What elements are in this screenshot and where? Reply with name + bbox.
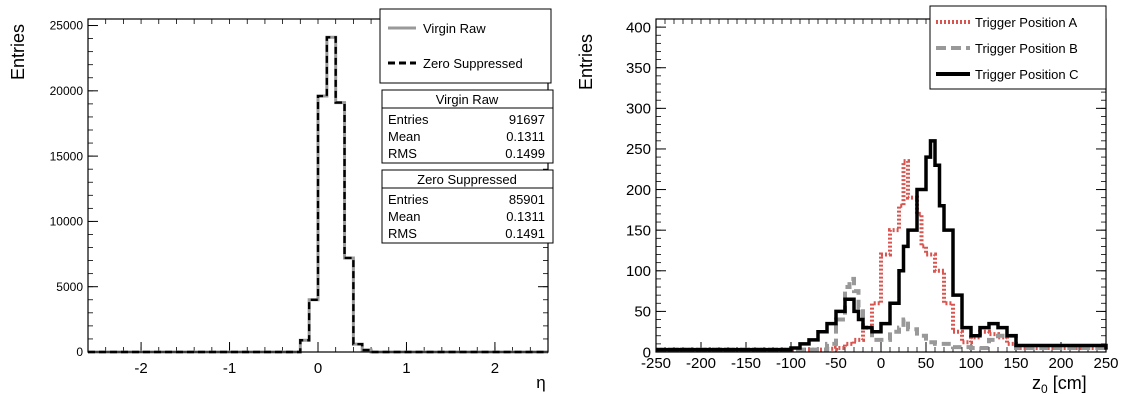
stats-row-label: RMS [388, 146, 417, 161]
y-tick-label: 5000 [56, 280, 83, 294]
stats-box-zero-suppressed-title: Zero Suppressed [417, 172, 517, 187]
z0-legend-label-trigger-a: Trigger Position A [975, 15, 1077, 30]
z0-legend-label-trigger-c: Trigger Position C [975, 67, 1079, 82]
x-tick-label: 200 [1048, 355, 1073, 372]
stats-row-value: 0.1499 [505, 146, 545, 161]
z0-x-axis-title-subscript: 0 [1041, 382, 1048, 394]
eta-y-axis-title: Entries [8, 24, 28, 80]
x-tick-label: 50 [918, 355, 935, 372]
y-tick-label: 250 [626, 141, 651, 158]
y-tick-label: 25000 [50, 19, 84, 33]
x-tick-label: 1 [402, 360, 410, 377]
z0-x-axis-title-unit: [cm] [1048, 373, 1087, 393]
stats-box-virgin-raw: Virgin Raw Entries 91697 Mean 0.1311 RMS… [381, 89, 554, 164]
stats-box-zero-suppressed: Zero Suppressed Entries 85901 Mean 0.131… [381, 169, 554, 244]
x-tick-label: 250 [1093, 355, 1118, 372]
x-tick-label: -2 [134, 360, 147, 377]
z0-plot-area [656, 139, 1108, 352]
z0-plot-frame [655, 18, 1107, 353]
z0-x-axis-title: z0 [cm] [1032, 373, 1087, 394]
stats-row-value: 0.1311 [506, 129, 545, 144]
z0-histogram-panel: Entries -250 -200 -150 -100 -50 0 50 100 150 200 2… [576, 5, 1119, 394]
stats-row-label: Entries [388, 112, 429, 127]
x-tick-label: 2 [491, 360, 499, 377]
x-tick-label: 0 [877, 355, 885, 372]
y-tick-label: 300 [626, 101, 651, 118]
x-tick-label: -200 [686, 355, 716, 372]
x-tick-label: -1 [223, 360, 236, 377]
y-tick-label: 0 [643, 344, 651, 361]
series-line-trigger-position-a [656, 159, 1108, 352]
y-tick-label: 200 [626, 182, 651, 199]
x-tick-label: -250 [641, 355, 671, 372]
eta-histogram-panel: Entries -2 -1 0 1 2 0 5000 10000 15000 20000 25000… [8, 8, 554, 392]
y-tick-label: 350 [626, 60, 651, 77]
stats-row-label: RMS [388, 226, 417, 241]
z0-legend-label-trigger-b: Trigger Position B [975, 41, 1078, 56]
y-tick-label: 400 [626, 19, 651, 36]
eta-x-axis-title: η [536, 373, 545, 392]
stats-box-virgin-raw-frame [381, 89, 554, 164]
y-tick-label: 0 [76, 345, 83, 359]
y-tick-label: 150 [626, 222, 651, 239]
stats-row-value: 0.1311 [506, 209, 545, 224]
x-tick-label: -150 [731, 355, 761, 372]
series-line-trigger-position-c [656, 139, 1108, 352]
x-tick-label: -100 [776, 355, 806, 372]
series-line-trigger-position-b [656, 276, 1108, 352]
z0-x-axis-title-symbol: z [1032, 373, 1041, 393]
stats-row-value: 0.1491 [505, 226, 545, 241]
stats-box-zero-suppressed-frame [381, 169, 554, 244]
x-tick-label: 100 [958, 355, 983, 372]
eta-plot-area [88, 35, 548, 354]
y-tick-label: 100 [626, 263, 651, 280]
eta-legend-label-virgin-raw: Virgin Raw [423, 21, 486, 36]
stats-row-label: Entries [388, 192, 429, 207]
stats-row-value: 85901 [509, 192, 545, 207]
series-line-zero-suppressed [88, 36, 548, 354]
z0-y-axis-title: Entries [576, 34, 596, 90]
x-tick-label: -50 [825, 355, 847, 372]
stats-row-label: Mean [388, 209, 421, 224]
x-tick-label: 0 [314, 360, 322, 377]
eta-legend-box [379, 8, 552, 84]
y-tick-label: 50 [634, 304, 651, 321]
y-tick-label: 10000 [50, 215, 84, 229]
y-tick-label: 15000 [50, 149, 84, 163]
eta-legend: Virgin Raw Zero Suppressed [379, 8, 552, 84]
stats-row-value: 91697 [509, 112, 545, 127]
stats-row-label: Mean [388, 129, 421, 144]
y-tick-label: 20000 [50, 84, 84, 98]
x-tick-label: 150 [1003, 355, 1028, 372]
eta-legend-label-zero-suppressed: Zero Suppressed [423, 56, 523, 71]
stats-box-virgin-raw-title: Virgin Raw [436, 92, 499, 107]
z0-legend: Trigger Position A Trigger Position B Tr… [929, 5, 1107, 90]
